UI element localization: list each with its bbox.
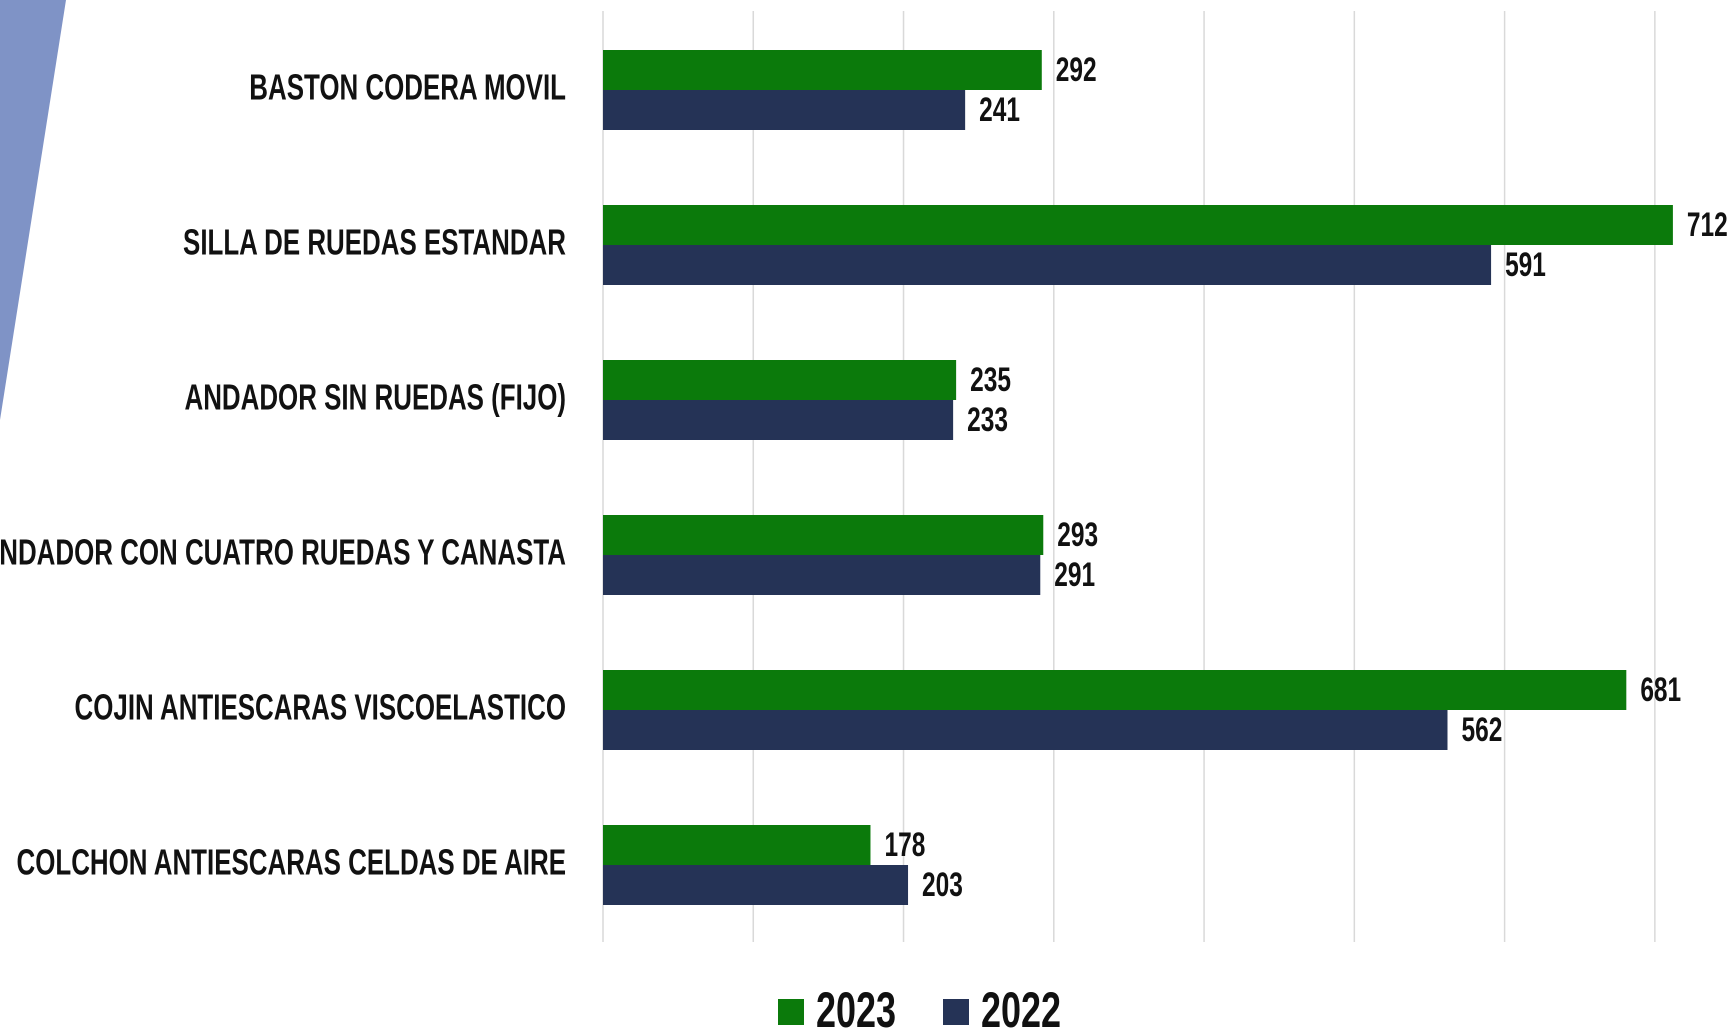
value-label-group: 293 xyxy=(1057,516,1098,554)
decoration xyxy=(0,0,66,420)
category-label: ANDADOR CON CUATRO RUEDAS Y CANASTA xyxy=(0,532,566,572)
category-label-group: COLCHON ANTIESCARAS CELDAS DE AIRE xyxy=(17,842,566,882)
legend-label: 2022 xyxy=(981,984,1061,1034)
category-label-group: SILLA DE RUEDAS ESTANDAR xyxy=(183,222,566,262)
value-label-group: 292 xyxy=(1056,51,1097,89)
value-label: 235 xyxy=(970,361,1011,399)
bar xyxy=(603,50,1042,90)
value-label: 291 xyxy=(1054,556,1095,594)
bar xyxy=(603,865,909,905)
value-label: 292 xyxy=(1056,51,1097,89)
bar xyxy=(603,360,957,400)
value-label-group: 178 xyxy=(884,826,925,864)
value-label-group: 712 xyxy=(1687,206,1728,244)
legend-label-group: 2022 xyxy=(981,984,1061,1034)
bar xyxy=(603,825,871,865)
value-label: 681 xyxy=(1640,671,1681,709)
value-label: 562 xyxy=(1461,711,1502,749)
value-label-group: 203 xyxy=(922,866,963,904)
value-label-group: 591 xyxy=(1505,246,1546,284)
bar xyxy=(603,670,1627,710)
value-label-group: 241 xyxy=(979,91,1020,129)
value-label: 178 xyxy=(884,826,925,864)
legend-swatch xyxy=(778,999,804,1025)
bar xyxy=(603,710,1448,750)
value-label: 591 xyxy=(1505,246,1546,284)
value-label-group: 562 xyxy=(1461,711,1502,749)
category-label-group: ANDADOR CON CUATRO RUEDAS Y CANASTA xyxy=(0,532,566,572)
category-label-group: COJIN ANTIESCARAS VISCOELASTICO xyxy=(75,687,566,727)
bar xyxy=(603,555,1041,595)
category-label: COJIN ANTIESCARAS VISCOELASTICO xyxy=(75,687,566,727)
bar xyxy=(603,245,1492,285)
category-label-group: BASTON CODERA MOVIL xyxy=(249,67,566,107)
bar xyxy=(603,400,954,440)
category-label: ANDADOR SIN RUEDAS (FIJO) xyxy=(184,377,566,417)
category-label: COLCHON ANTIESCARAS CELDAS DE AIRE xyxy=(17,842,566,882)
value-label: 712 xyxy=(1687,206,1728,244)
legend-label: 2023 xyxy=(816,984,896,1034)
legend-swatch xyxy=(943,999,969,1025)
value-label-group: 235 xyxy=(970,361,1011,399)
value-label: 293 xyxy=(1057,516,1098,554)
category-label: SILLA DE RUEDAS ESTANDAR xyxy=(183,222,566,262)
value-label-group: 291 xyxy=(1054,556,1095,594)
bar xyxy=(603,205,1673,245)
legend-label-group: 2023 xyxy=(816,984,896,1034)
value-label: 241 xyxy=(979,91,1020,129)
value-label-group: 681 xyxy=(1640,671,1681,709)
value-label: 233 xyxy=(967,401,1008,439)
bar xyxy=(603,515,1044,555)
category-label: BASTON CODERA MOVIL xyxy=(249,67,566,107)
value-label: 203 xyxy=(922,866,963,904)
value-label-group: 233 xyxy=(967,401,1008,439)
category-label-group: ANDADOR SIN RUEDAS (FIJO) xyxy=(184,377,566,417)
bar xyxy=(603,90,966,130)
